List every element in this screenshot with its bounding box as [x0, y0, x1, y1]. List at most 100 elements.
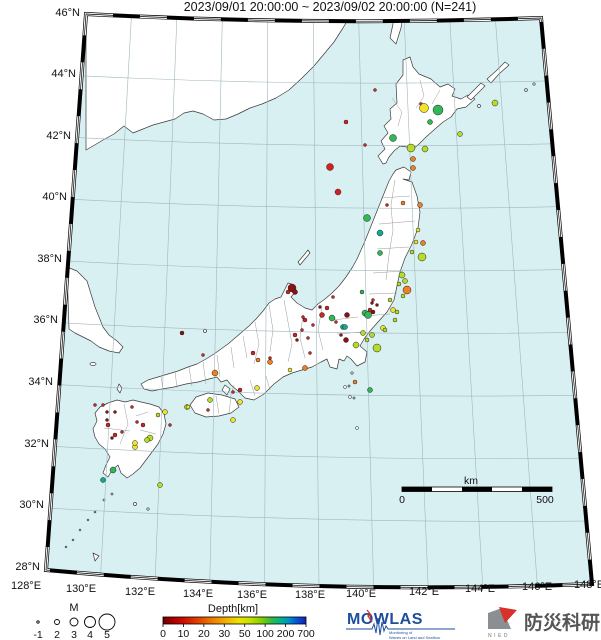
earthquake-dot [352, 341, 360, 349]
earthquake-dot [359, 289, 365, 295]
latitude-labels: 46°N 44°N 42°N 40°N 38°N 36°N 34°N 32°N 30°N 28°N [15, 7, 80, 573]
longitude-tick-label: 128°E [11, 580, 41, 592]
magnitude-legend: M -1 2 3 4 5 [33, 602, 116, 640]
longitude-tick-label: 146°E [522, 581, 552, 593]
map-frame [43, 11, 595, 590]
earthquake-dot [417, 252, 427, 262]
shikoku [189, 392, 240, 418]
earthquake-dot [300, 328, 304, 332]
earthquake-dot [370, 301, 374, 305]
earthquake-dot [390, 307, 396, 313]
earthquake-dot [105, 410, 109, 414]
shikotan [477, 104, 481, 108]
longitude-tick-label: 144°E [465, 583, 495, 595]
earthquake-dot [369, 332, 375, 338]
mowlas-wordmark: MOWLAS [347, 611, 423, 628]
small-island [524, 88, 528, 92]
depth-colorbar [162, 616, 307, 625]
earthquake-dot [237, 387, 243, 393]
longitude-tick-label: 138°E [295, 589, 325, 601]
izu-island [347, 384, 351, 388]
earthquake-dot [311, 323, 315, 327]
mowlas-tagline-2: Waves on Land and Seafloor [389, 635, 441, 640]
depth-legend-title: Depth[km] [208, 603, 258, 615]
meridian-line [264, 20, 269, 585]
earthquake-dot [254, 385, 260, 391]
earthquake-dot [237, 399, 243, 405]
earthquake-dot [389, 134, 397, 142]
earthquake-dot [331, 295, 335, 299]
kyushu [92, 399, 167, 479]
nied-name: 防災科研 [524, 611, 600, 634]
earthquake-dot [419, 103, 429, 113]
longitude-tick-label: 130°E [66, 583, 96, 595]
earthquake-dot [162, 409, 168, 415]
earthquake-dot [255, 357, 261, 363]
earthquake-dot [295, 338, 299, 342]
graticule [50, 16, 587, 588]
earthquake-dot [457, 131, 463, 137]
mowlas-logo: MOWLAS Monitoring of Waves on Land and S… [346, 609, 455, 640]
small-island [532, 82, 536, 86]
scale-bar-unit: km [464, 475, 478, 487]
earthquake-dot [302, 317, 308, 323]
latitude-tick-label: 38°N [37, 253, 62, 265]
earthquake-dot [185, 404, 191, 410]
izu-island [352, 396, 356, 400]
earthquake-dot [364, 311, 372, 319]
earthquake-dot [373, 88, 377, 92]
earthquake-dot [250, 350, 256, 356]
earthquake-dot [371, 298, 375, 302]
earthquake-dot [410, 165, 416, 171]
earthquake-dot [402, 278, 408, 284]
earthquake-dot [206, 408, 210, 412]
depth-tick-label: 700 [297, 628, 315, 640]
earthquake-dot [413, 239, 419, 245]
earthquake-dot [334, 188, 342, 196]
latitude-tick-label: 42°N [46, 130, 71, 142]
earthquake-dot [491, 99, 499, 107]
earthquake-dot [417, 202, 423, 208]
earthquake-dot [432, 104, 444, 116]
meridian-line [358, 21, 374, 588]
meridian-line [100, 16, 132, 575]
earthquake-dot [334, 320, 338, 324]
magnitude-legend-title: M [69, 602, 78, 614]
earthquake-dot [421, 145, 429, 153]
ryukyu-island [93, 510, 97, 514]
earthquake-dot [168, 423, 172, 427]
earthquake-dot [135, 420, 139, 424]
earthquake-dot [342, 324, 348, 330]
izu-island [350, 371, 354, 375]
earthquake-dot [93, 403, 97, 407]
scale-bar-end: 500 [536, 494, 554, 506]
earthquake-dot [355, 426, 359, 430]
magnitude-legend-circle [36, 620, 40, 624]
earthquake-dot [406, 143, 416, 153]
meridian-line [312, 20, 320, 587]
depth-tick-label: 200 [277, 628, 295, 640]
depth-tick-label: 0 [160, 628, 166, 640]
map-title: 2023/09/01 20:00:00 ~ 2023/09/02 20:00:0… [184, 0, 477, 14]
latitude-tick-label: 28°N [15, 561, 40, 573]
scale-bar-segment [522, 487, 552, 492]
earthquake-dot [301, 315, 305, 319]
earthquake-dot [363, 143, 367, 147]
earthquake-dot [348, 395, 352, 399]
earthquake-dot [110, 436, 114, 440]
earthquake-dot [319, 312, 325, 318]
meridian-line [449, 20, 484, 587]
earthquake-dot [285, 289, 291, 295]
parallel-line [54, 446, 581, 460]
earthquake-dot [308, 351, 312, 355]
earthquake-dot [140, 422, 146, 428]
earthquake-dot [343, 119, 349, 125]
ryukyu-island [71, 538, 75, 542]
latitude-tick-label: 40°N [42, 191, 67, 203]
longitude-tick-label: 132°E [125, 586, 155, 598]
nied-mark-gray [488, 608, 511, 629]
earthquake-dot [292, 332, 298, 338]
earthquake-dot [367, 387, 373, 393]
earthquake-dot [420, 240, 426, 246]
ryukyu-island [64, 545, 68, 549]
